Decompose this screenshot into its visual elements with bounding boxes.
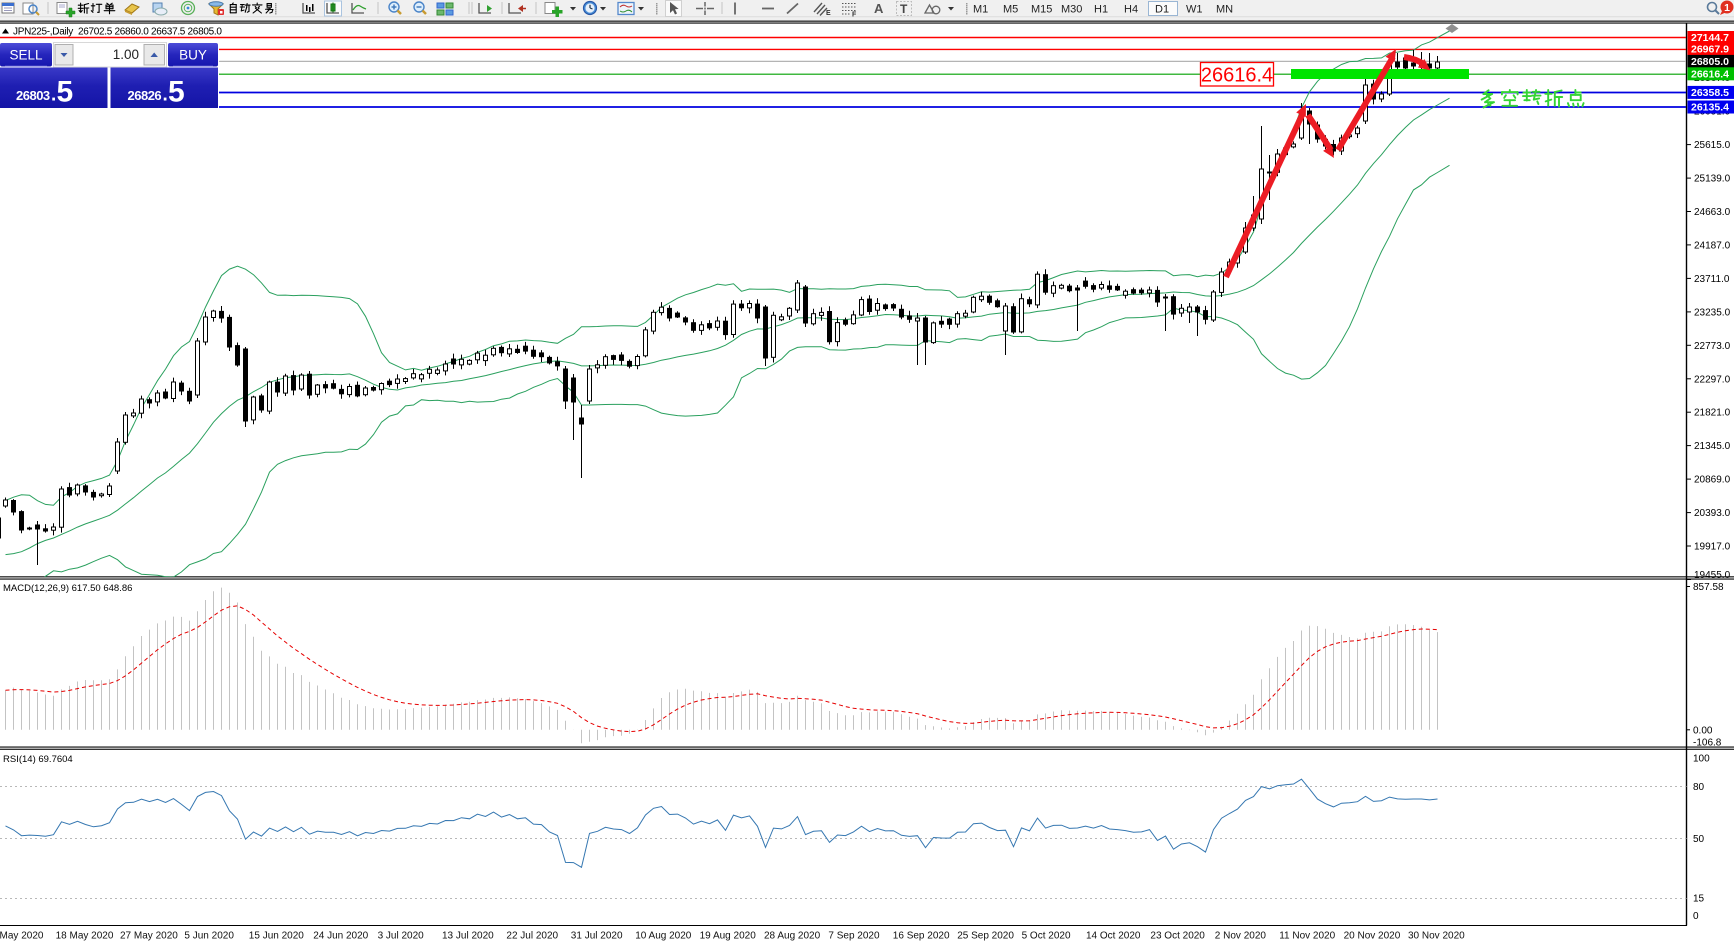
svg-text:26805.0: 26805.0 [1691, 56, 1729, 68]
svg-text:MACD(12,26,9) 617.50 648.86: MACD(12,26,9) 617.50 648.86 [3, 583, 132, 594]
svg-text:18 May 2020: 18 May 2020 [56, 931, 114, 942]
svg-text:20393.0: 20393.0 [1694, 508, 1731, 519]
svg-text:E: E [826, 10, 831, 17]
svg-text:H1: H1 [1094, 4, 1108, 16]
svg-text:10 Aug 2020: 10 Aug 2020 [635, 931, 692, 942]
svg-text:26803: 26803 [16, 88, 50, 103]
svg-text:0.00: 0.00 [1693, 726, 1713, 737]
svg-text:15 Jun 2020: 15 Jun 2020 [249, 931, 304, 942]
svg-text:W1: W1 [1186, 4, 1203, 16]
svg-text:31 Jul 2020: 31 Jul 2020 [571, 931, 623, 942]
svg-text:23235.0: 23235.0 [1694, 307, 1731, 318]
svg-text:26135.4: 26135.4 [1691, 102, 1729, 114]
svg-text:M1: M1 [973, 4, 988, 16]
svg-text:21345.0: 21345.0 [1694, 441, 1731, 452]
svg-text:26826: 26826 [128, 88, 162, 103]
svg-text:F: F [852, 12, 857, 19]
svg-text:24187.0: 24187.0 [1694, 240, 1731, 251]
svg-text:13 Jul 2020: 13 Jul 2020 [442, 931, 494, 942]
svg-text:26616.4: 26616.4 [1201, 65, 1273, 87]
svg-text:22 Jul 2020: 22 Jul 2020 [506, 931, 558, 942]
svg-text:20869.0: 20869.0 [1694, 475, 1731, 486]
svg-text:7 May 2020: 7 May 2020 [0, 931, 44, 942]
svg-text:857.58: 857.58 [1693, 582, 1724, 593]
svg-text:19 Aug 2020: 19 Aug 2020 [700, 931, 757, 942]
svg-text:.: . [51, 85, 56, 106]
svg-text:BUY: BUY [179, 48, 207, 63]
svg-text:7 Sep 2020: 7 Sep 2020 [828, 931, 880, 942]
svg-text:5 Oct 2020: 5 Oct 2020 [1022, 931, 1071, 942]
svg-text:5: 5 [57, 76, 74, 109]
svg-text:25615.0: 25615.0 [1694, 140, 1731, 151]
svg-text:H4: H4 [1124, 4, 1138, 16]
svg-text:24663.0: 24663.0 [1694, 207, 1731, 218]
svg-text:22773.0: 22773.0 [1694, 341, 1731, 352]
svg-text:28 Aug 2020: 28 Aug 2020 [764, 931, 821, 942]
svg-text:16 Sep 2020: 16 Sep 2020 [893, 931, 950, 942]
svg-text:25 Sep 2020: 25 Sep 2020 [957, 931, 1014, 942]
svg-text:1: 1 [1724, 2, 1730, 14]
svg-text:20 Nov 2020: 20 Nov 2020 [1344, 931, 1401, 942]
svg-text:JPN225-,Daily 26702.5 26860.0: JPN225-,Daily 26702.5 26860.0 26637.5 26… [13, 27, 222, 38]
svg-text:1.00: 1.00 [113, 47, 139, 62]
svg-text:14 Oct 2020: 14 Oct 2020 [1086, 931, 1141, 942]
svg-text:50: 50 [1693, 834, 1705, 845]
svg-text:5: 5 [168, 76, 185, 109]
svg-text:24 Jun 2020: 24 Jun 2020 [313, 931, 368, 942]
svg-text:RSI(14) 69.7604: RSI(14) 69.7604 [3, 754, 73, 765]
svg-text:100: 100 [1693, 754, 1710, 765]
svg-text:27144.7: 27144.7 [1691, 32, 1729, 44]
svg-text:T: T [900, 2, 908, 16]
svg-text:.: . [163, 85, 168, 106]
svg-text:19917.0: 19917.0 [1694, 542, 1731, 553]
svg-text:26358.5: 26358.5 [1691, 87, 1729, 99]
svg-text:MN: MN [1216, 4, 1233, 16]
svg-text:21821.0: 21821.0 [1694, 408, 1731, 419]
svg-text:SELL: SELL [9, 48, 43, 63]
svg-text:80: 80 [1693, 782, 1705, 793]
svg-text:26616.4: 26616.4 [1691, 68, 1729, 80]
svg-text:5 Jun 2020: 5 Jun 2020 [184, 931, 234, 942]
svg-text:M5: M5 [1003, 4, 1018, 16]
svg-text:23711.0: 23711.0 [1694, 274, 1730, 285]
svg-text:22297.0: 22297.0 [1694, 374, 1731, 385]
svg-text:25139.0: 25139.0 [1694, 174, 1731, 185]
svg-text:-106.8: -106.8 [1693, 738, 1722, 749]
svg-text:27 May 2020: 27 May 2020 [120, 931, 178, 942]
svg-text:2 Nov 2020: 2 Nov 2020 [1215, 931, 1267, 942]
svg-text:M30: M30 [1061, 4, 1082, 16]
svg-text:11 Nov 2020: 11 Nov 2020 [1279, 931, 1335, 942]
svg-text:26967.9: 26967.9 [1691, 44, 1729, 56]
svg-text:D1: D1 [1155, 4, 1169, 16]
svg-text:19455.0: 19455.0 [1694, 570, 1731, 581]
svg-text:A: A [874, 1, 884, 16]
svg-text:0: 0 [1693, 911, 1699, 922]
svg-text:M15: M15 [1031, 4, 1052, 16]
svg-text:30 Nov 2020: 30 Nov 2020 [1408, 931, 1465, 942]
svg-text:15: 15 [1693, 894, 1705, 905]
svg-text:3 Jul 2020: 3 Jul 2020 [378, 931, 425, 942]
svg-text:23 Oct 2020: 23 Oct 2020 [1150, 931, 1205, 942]
